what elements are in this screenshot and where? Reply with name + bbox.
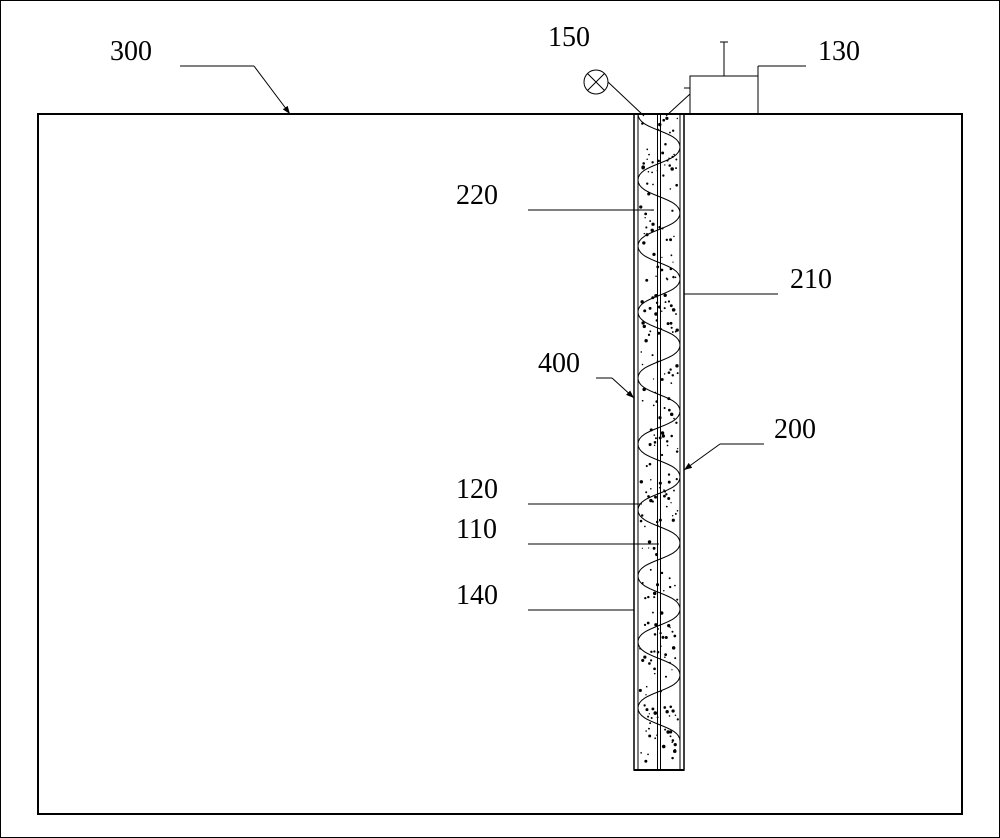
- pile-outer: [634, 114, 684, 770]
- leader-300-d: [254, 66, 290, 114]
- label-110: 110: [456, 514, 497, 545]
- label-140: 140: [456, 580, 498, 611]
- label-220: 220: [456, 180, 498, 211]
- label-210: 210: [790, 264, 832, 295]
- lead-to-pile-0: [608, 82, 644, 116]
- label-120: 120: [456, 474, 498, 505]
- label-150: 150: [548, 22, 590, 53]
- pile-fill-dots: [639, 117, 679, 763]
- label-300: 300: [110, 36, 152, 67]
- label-130: 130: [818, 36, 860, 67]
- label-200: 200: [774, 414, 816, 445]
- device-130: [690, 76, 758, 114]
- outer-frame: [1, 1, 1000, 838]
- leader-200-d: [684, 444, 720, 470]
- lead-to-pile-1: [666, 94, 690, 116]
- leader-400-d: [612, 378, 634, 398]
- ground-box: [38, 114, 962, 814]
- diagram-canvas: 300 150 130 220 210 400 200 120 110 140: [0, 0, 1000, 838]
- label-400: 400: [538, 348, 580, 379]
